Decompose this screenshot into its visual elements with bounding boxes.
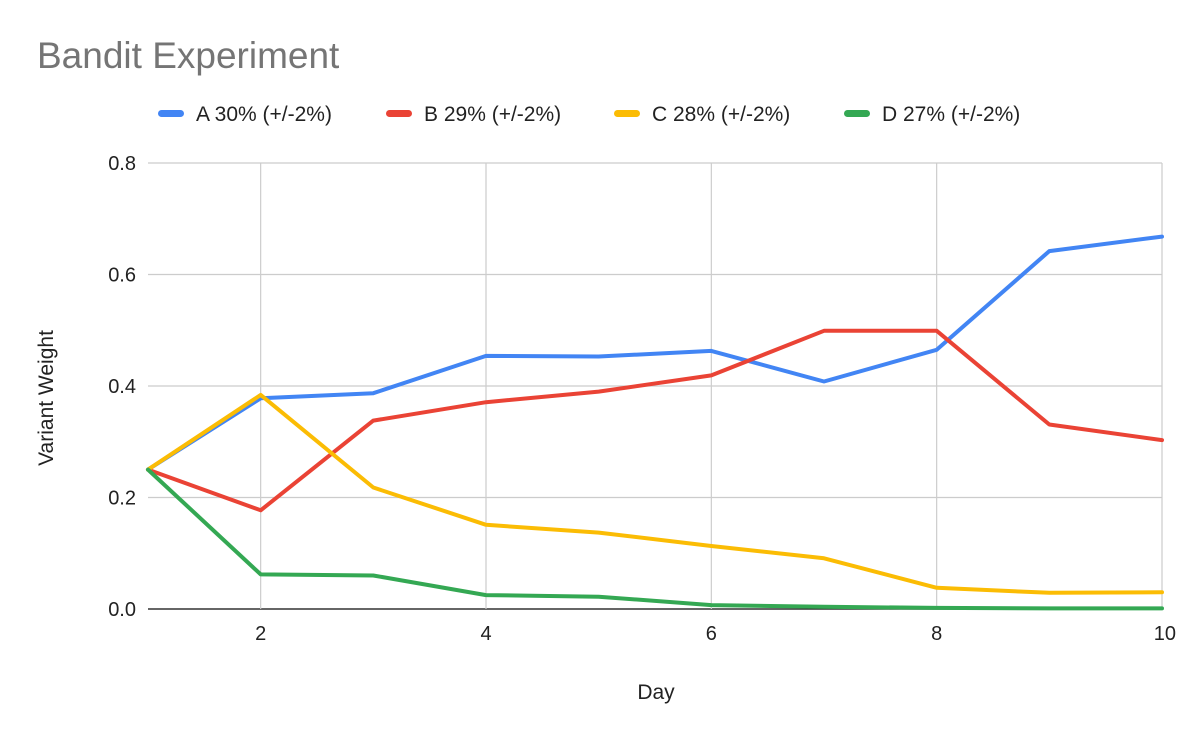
series-lines (146, 234, 1164, 611)
x-tick-label: 10 (1154, 623, 1176, 645)
y-tick-label: 0.6 (108, 265, 136, 287)
x-tick-label: 6 (706, 623, 717, 645)
x-tick-label: 4 (480, 623, 491, 645)
series-line-b (146, 328, 1164, 513)
legend-label: C 28% (+/-2%) (652, 103, 790, 126)
y-axis-label: Variant Weight (35, 330, 58, 466)
x-tick-label: 8 (931, 623, 942, 645)
legend-label: A 30% (+/-2%) (196, 103, 332, 126)
y-axis-ticks: 0.0 0.2 0.4 0.6 0.8 (108, 153, 136, 621)
x-tick-label: 2 (255, 623, 266, 645)
legend-swatch (158, 110, 184, 117)
chart-title: Bandit Experiment (37, 35, 340, 76)
legend: A 30% (+/-2%) B 29% (+/-2%) C 28% (+/-2%) D… (158, 103, 1020, 126)
legend-label: B 29% (+/-2%) (424, 103, 561, 126)
legend-item: D 27% (+/-2%) (844, 103, 1020, 126)
legend-swatch (614, 110, 640, 117)
x-axis-ticks: 2 4 6 8 10 (255, 623, 1176, 645)
legend-swatch (386, 110, 412, 117)
series-line-c (146, 392, 1164, 595)
y-tick-label: 0.8 (108, 153, 136, 175)
x-axis-label: Day (637, 681, 675, 704)
y-tick-label: 0.4 (108, 376, 136, 398)
legend-swatch (844, 110, 870, 117)
series-line-a (146, 234, 1164, 472)
legend-label: D 27% (+/-2%) (882, 103, 1020, 126)
y-tick-label: 0.0 (108, 599, 136, 621)
legend-item: C 28% (+/-2%) (614, 103, 790, 126)
y-tick-label: 0.2 (108, 488, 136, 510)
legend-item: A 30% (+/-2%) (158, 103, 332, 126)
gridlines (148, 162, 1163, 610)
legend-item: B 29% (+/-2%) (386, 103, 561, 126)
series-line-d (146, 467, 1164, 611)
